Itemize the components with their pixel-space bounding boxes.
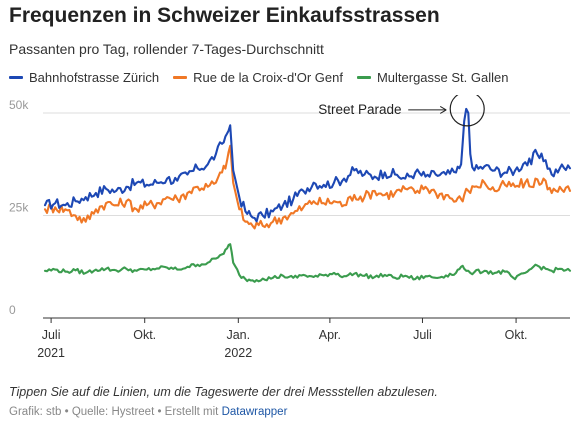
legend-item-zurich[interactable]: Bahnhofstrasse Zürich (9, 70, 159, 85)
annotation-arrowhead (439, 105, 447, 114)
annotation: Street Parade (318, 95, 485, 127)
legend-label-zurich: Bahnhofstrasse Zürich (29, 70, 160, 85)
legend-label-st-gallen: Multergasse St. Gallen (376, 70, 509, 85)
x-tick-label-1: Okt. (133, 328, 156, 342)
series-line-2[interactable] (43, 243, 572, 283)
y-tick-label-2: 50k (9, 98, 29, 112)
legend-item-st-gallen[interactable]: Multergasse St. Gallen (356, 70, 509, 85)
datawrapper-link[interactable]: Datawrapper (221, 406, 288, 418)
x-tick-label-4: Juli (413, 328, 432, 342)
line-chart[interactable]: 0 25k 50k Juli 2021 Okt. Jan. 2022 Apr. Juli Okt.… (0, 95, 582, 370)
y-axis: 0 25k 50k (9, 98, 29, 317)
legend-swatch-st-gallen (356, 76, 371, 79)
chart-subtitle: Passanten pro Tag, rollender 7-Tages-Dur… (9, 41, 324, 57)
chart-title: Frequenzen in Schweizer Einkaufsstrassen (9, 4, 440, 27)
legend-label-genf: Rue de la Croix-d'Or Genf (193, 70, 343, 85)
annotation-label: Street Parade (318, 102, 401, 117)
credit-text: Grafik: stb • Quelle: Hystreet • Erstell… (9, 406, 222, 418)
x-tick-label-3: Apr. (319, 328, 341, 342)
legend: Bahnhofstrasse Zürich Rue de la Croix-d'… (9, 70, 508, 85)
legend-swatch-zurich (9, 76, 23, 79)
x-tick-label-0: Juli (42, 328, 61, 342)
y-tick-label-0: 0 (9, 303, 16, 317)
series-line-1[interactable] (43, 144, 572, 230)
tap-hint: Tippen Sie auf die Linien, um die Tagesw… (9, 385, 438, 399)
footer-credit: Grafik: stb • Quelle: Hystreet • Erstell… (9, 406, 287, 418)
x-tick-label-2: Jan. (226, 328, 250, 342)
x-axis: Juli 2021 Okt. Jan. 2022 Apr. Juli Okt. (37, 318, 528, 360)
legend-item-genf[interactable]: Rue de la Croix-d'Or Genf (173, 70, 343, 85)
grid (43, 112, 570, 319)
annotation-circle (449, 95, 485, 127)
x-tick-label-5: Okt. (505, 328, 528, 342)
x-tick-year-0: 2021 (37, 346, 65, 360)
x-tick-year-2: 2022 (224, 346, 252, 360)
legend-swatch-genf (173, 76, 188, 79)
series-lines[interactable] (43, 107, 572, 283)
y-tick-label-1: 25k (9, 201, 29, 215)
series-line-0[interactable] (43, 107, 572, 223)
